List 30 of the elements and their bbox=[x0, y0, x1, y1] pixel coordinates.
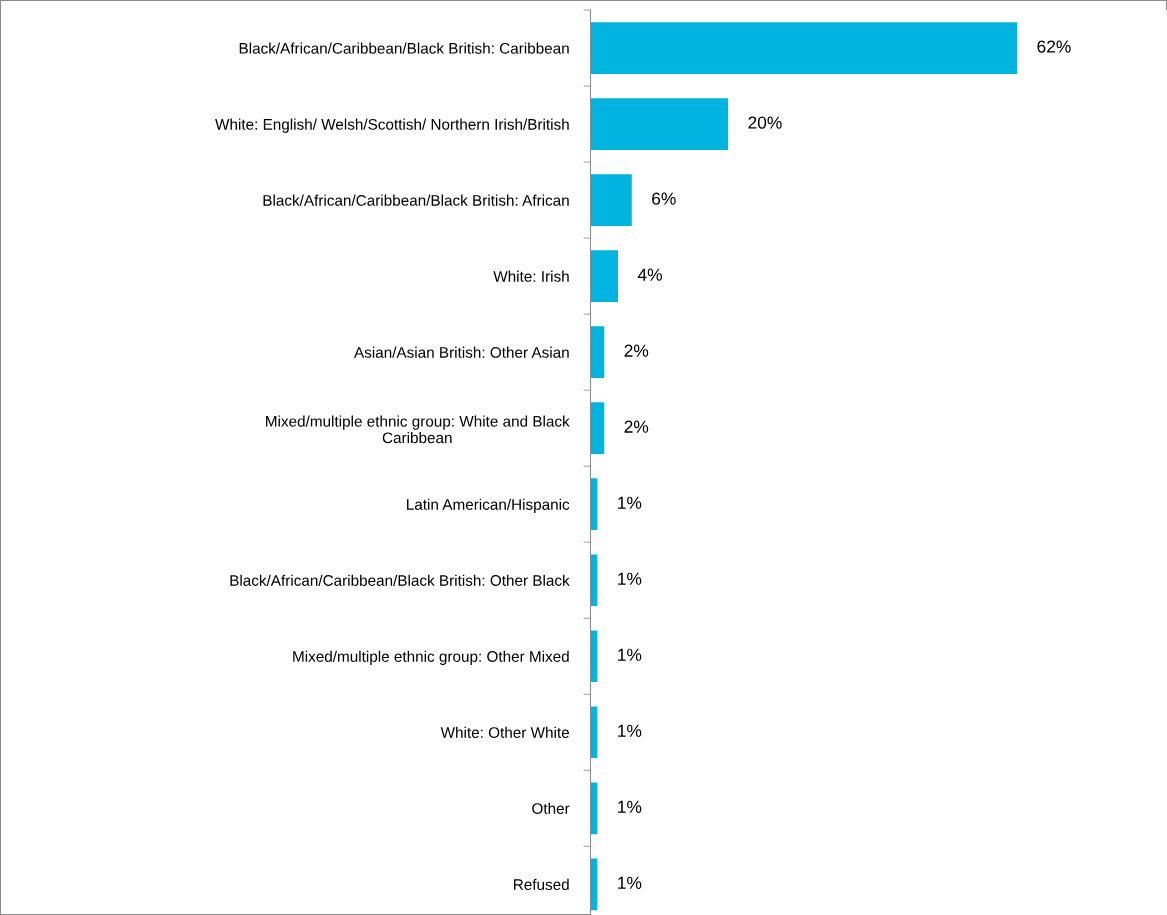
bar bbox=[590, 326, 605, 379]
bar bbox=[590, 402, 605, 455]
y-tick-label: Refused bbox=[514, 878, 569, 890]
data-label: 1% bbox=[618, 876, 642, 889]
data-label: 1% bbox=[618, 648, 642, 661]
y-tick-label: Mixed/multiple ethnic group: Other Mixed bbox=[293, 650, 569, 665]
data-label: 1% bbox=[618, 496, 642, 509]
bar bbox=[590, 250, 619, 302]
y-tick-label: White: Irish bbox=[493, 270, 569, 282]
y-tick-label: Mixed/multiple ethnic group: White and Black Caribbean bbox=[266, 415, 570, 444]
y-tick-label: Black/African/Caribbean/Black British: African bbox=[263, 194, 569, 206]
data-label: 20% bbox=[748, 116, 782, 129]
data-label: 1% bbox=[618, 724, 642, 737]
data-label: 1% bbox=[618, 800, 642, 813]
y-tick-label: White: Other White bbox=[440, 726, 569, 738]
data-label: 6% bbox=[652, 192, 676, 205]
bar bbox=[590, 174, 632, 226]
y-tick-label: Latin American/Hispanic bbox=[407, 498, 570, 513]
y-tick-label: White: English/ Welsh/Scottish/ Northern Irish/British bbox=[215, 118, 569, 133]
data-label: 62% bbox=[1037, 40, 1071, 53]
data-label: 4% bbox=[637, 268, 662, 281]
bar bbox=[590, 98, 729, 150]
y-tick-label: Other bbox=[532, 802, 570, 814]
bar bbox=[590, 22, 1018, 74]
y-tick-label: Black/African/Caribbean/Black British: Other Black bbox=[230, 574, 570, 586]
data-label: 2% bbox=[624, 420, 649, 433]
data-label: 2% bbox=[624, 344, 649, 357]
data-label: 1% bbox=[618, 572, 642, 585]
y-tick-label: Asian/Asian British: Other Asian bbox=[354, 346, 569, 358]
y-tick-label: Black/African/Caribbean/Black British: Caribbean bbox=[239, 42, 569, 54]
